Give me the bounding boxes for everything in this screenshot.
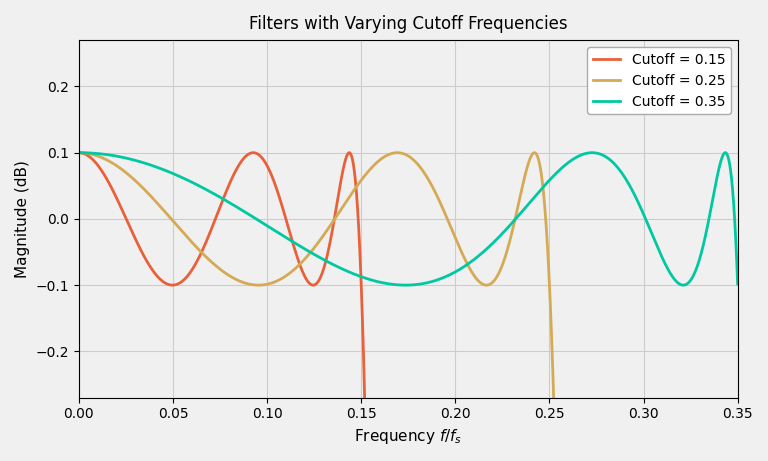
Cutoff = 0.35 [355, 273, 364, 279]
Cutoff = 0.15 [74, 150, 84, 155]
Cutoff = 0.15 [297, 267, 306, 272]
Cutoff = 0.35 [401, 283, 410, 288]
Line: Cutoff = 0.25: Cutoff = 0.25 [79, 153, 737, 461]
Cutoff = 0.25 [286, 270, 295, 275]
Cutoff = 0.35 [286, 238, 295, 243]
Cutoff = 0.15 [337, 173, 346, 178]
Cutoff = 0.35 [74, 150, 84, 155]
Cutoff = 0.25 [355, 180, 364, 186]
Cutoff = 0.35 [297, 244, 306, 250]
Cutoff = 0.25 [74, 150, 84, 155]
Cutoff = 0.35 [434, 277, 443, 282]
Cutoff = 0.15 [355, 233, 364, 238]
Line: Cutoff = 0.35: Cutoff = 0.35 [79, 153, 737, 285]
Cutoff = 0.35 [337, 266, 346, 272]
Cutoff = 0.15 [286, 233, 295, 238]
Cutoff = 0.25 [434, 196, 443, 201]
Legend: Cutoff = 0.15, Cutoff = 0.25, Cutoff = 0.35: Cutoff = 0.15, Cutoff = 0.25, Cutoff = 0… [587, 47, 730, 114]
Y-axis label: Magnitude (dB): Magnitude (dB) [15, 160, 30, 278]
Cutoff = 0.35 [310, 252, 319, 257]
Cutoff = 0.15 [310, 282, 319, 288]
Cutoff = 0.35 [733, 281, 742, 287]
Cutoff = 0.25 [337, 206, 346, 211]
Line: Cutoff = 0.15: Cutoff = 0.15 [79, 153, 737, 461]
Title: Filters with Varying Cutoff Frequencies: Filters with Varying Cutoff Frequencies [249, 15, 568, 33]
X-axis label: Frequency $f/f_s$: Frequency $f/f_s$ [354, 427, 462, 446]
Cutoff = 0.25 [297, 260, 306, 265]
Cutoff = 0.25 [310, 245, 319, 250]
